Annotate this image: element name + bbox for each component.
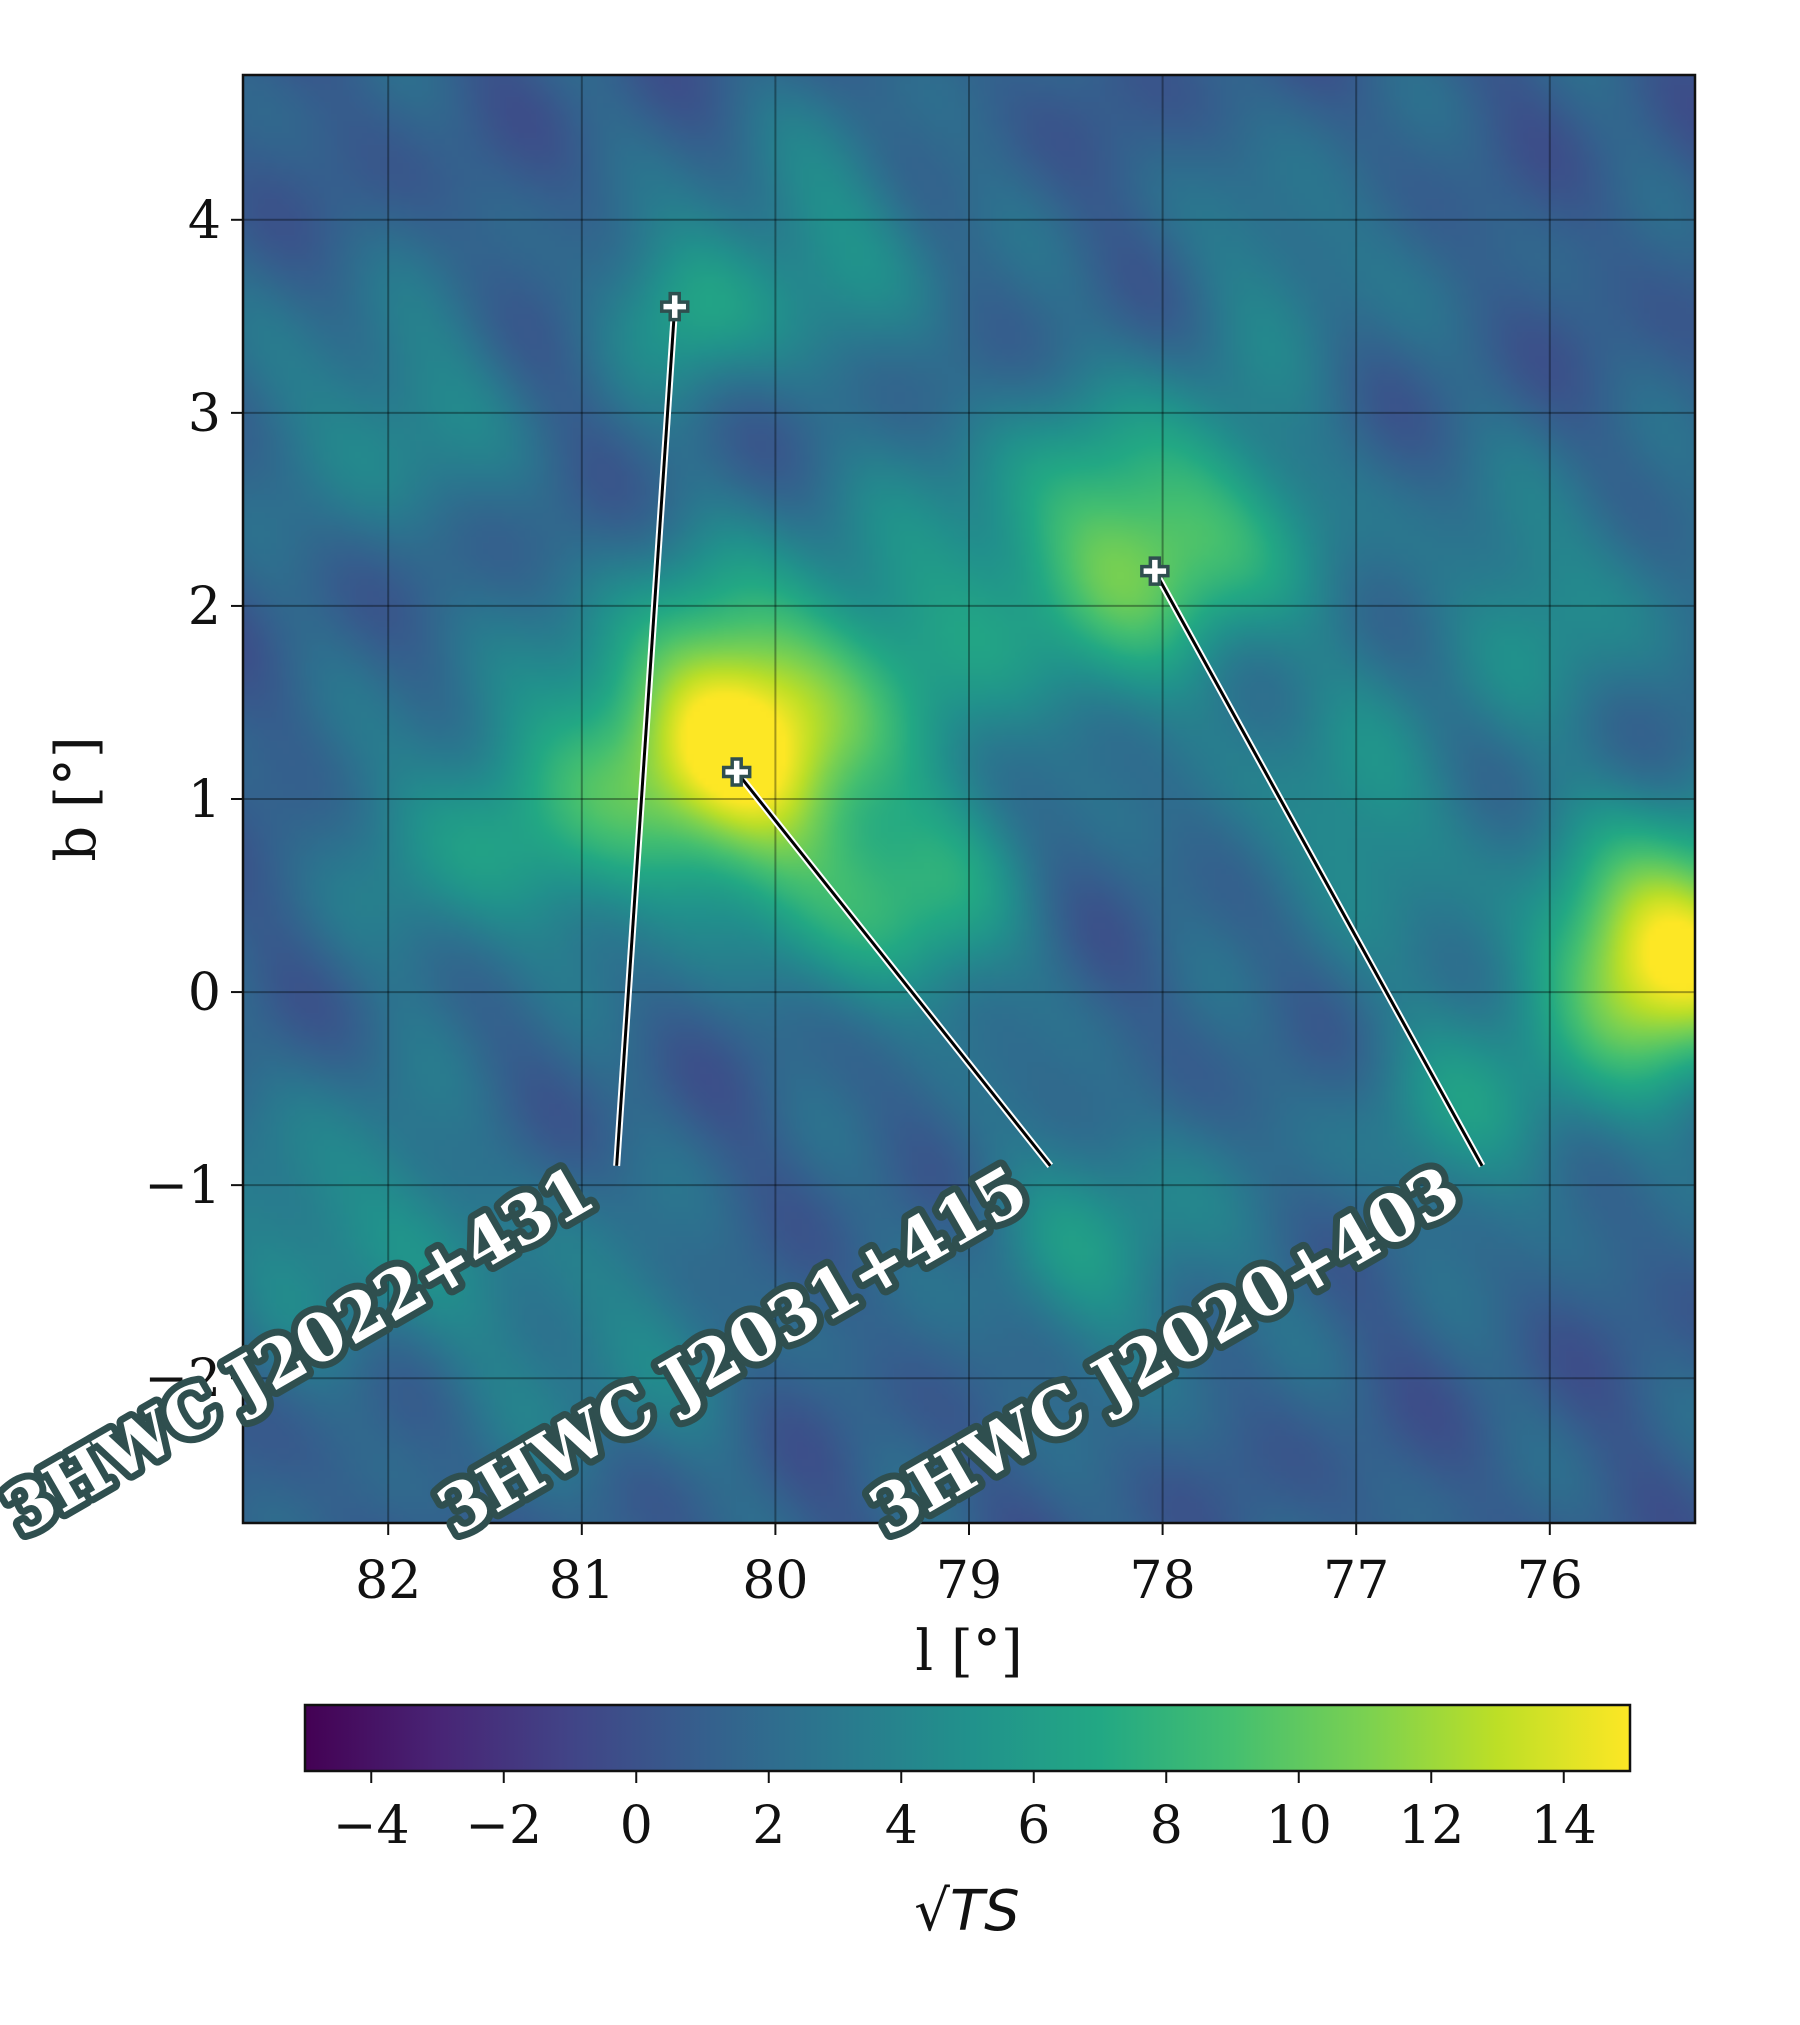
x-tick-label: 79 [936, 1551, 1002, 1611]
y-tick-label: 2 [188, 577, 221, 637]
colorbar-tick-label: 12 [1398, 1796, 1464, 1856]
colorbar-tick-label: −2 [465, 1796, 542, 1856]
y-axis-ticks: −2 −1 0 1 2 3 4 [144, 191, 243, 1409]
x-tick-label: 76 [1517, 1551, 1583, 1611]
colorbar-tick-label: −4 [333, 1796, 410, 1856]
x-tick-label: 81 [549, 1551, 615, 1611]
x-tick-label: 80 [742, 1551, 808, 1611]
source-marker-cross [1140, 556, 1170, 586]
leader-line [735, 771, 1052, 1167]
colorbar-gradient [303, 1703, 1632, 1773]
colorbar-tick-label: 0 [620, 1796, 653, 1856]
x-axis-label: l [°] [915, 1619, 1022, 1684]
x-axis-ticks: 82 81 80 79 78 77 76 [355, 1523, 1583, 1611]
colorbar-ticks: −4 −2 0 2 4 6 8 10 12 14 [333, 1771, 1597, 1856]
y-tick-label: −1 [144, 1156, 221, 1216]
y-tick-label: 0 [188, 963, 221, 1023]
heatmap-image [243, 75, 1695, 1523]
y-tick-label: −2 [144, 1349, 221, 1409]
y-tick-label: 4 [188, 191, 221, 251]
colorbar-tick-label: 4 [885, 1796, 918, 1856]
y-tick-label: 3 [188, 384, 221, 444]
colorbar-tick-label: 8 [1150, 1796, 1183, 1856]
colorbar-tick-label: 2 [752, 1796, 785, 1856]
colorbar-tick-label: 10 [1266, 1796, 1332, 1856]
source-marker-cross [721, 757, 752, 787]
heatmap [243, 75, 1695, 1523]
colorbar-tick-label: 6 [1017, 1796, 1050, 1856]
grid [243, 75, 1695, 1523]
x-tick-label: 77 [1323, 1551, 1389, 1611]
y-axis-label: b [°] [44, 736, 109, 861]
leader-line [615, 306, 677, 1166]
leader-line [1153, 570, 1484, 1167]
x-tick-label: 78 [1130, 1551, 1196, 1611]
x-tick-label: 82 [355, 1551, 421, 1611]
colorbar-tick-label: 14 [1531, 1796, 1597, 1856]
colorbar: −4 −2 0 2 4 6 8 10 12 14 √TS [303, 1703, 1632, 1944]
y-tick-label: 1 [188, 770, 221, 830]
source-marker-cross [659, 291, 690, 322]
colorbar-label: √TS [914, 1879, 1019, 1944]
